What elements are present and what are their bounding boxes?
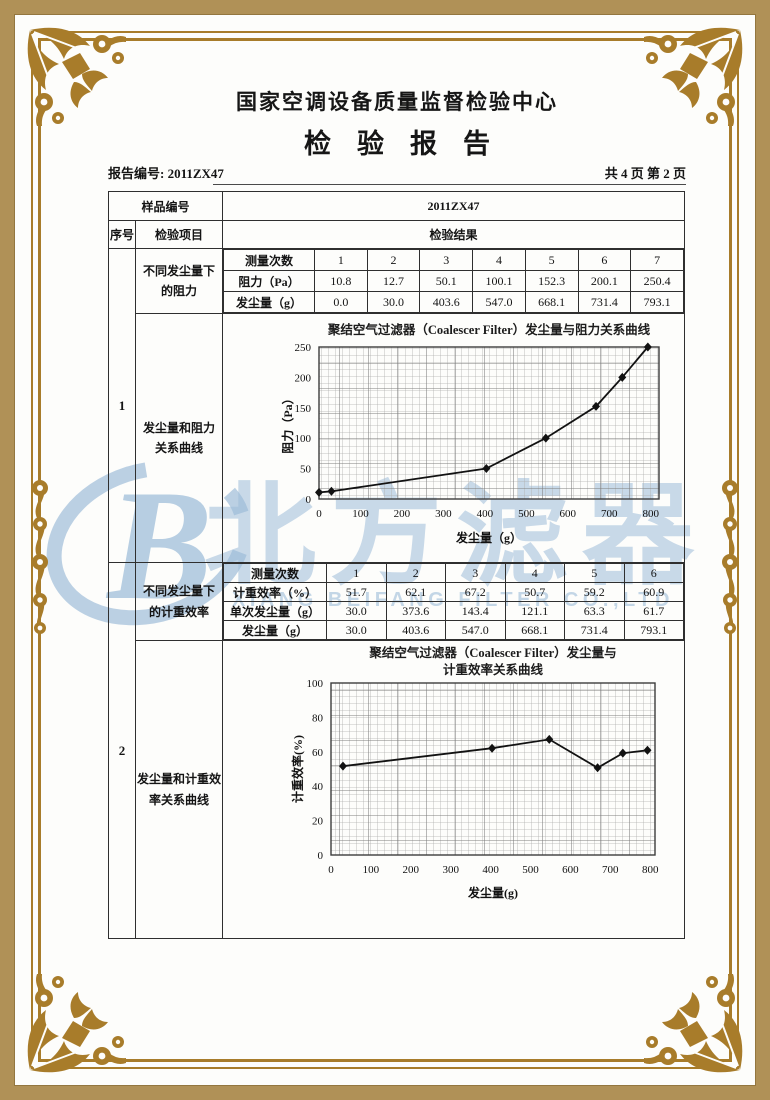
x-tick-label: 500 [518, 508, 535, 520]
resistance-data-cell: 测量次数 1 2 3 4 5 6 7 阻力（Pa） 10.8 12.7 50.1 100.1 152.3 2… [222, 248, 685, 314]
value-cell: 30.0 [326, 620, 387, 640]
y-tick-label: 0 [318, 850, 324, 862]
y-tick-label: 0 [306, 494, 312, 506]
document-title: 检验报告 [304, 129, 516, 159]
x-axis-label: 发尘量(g) [467, 885, 518, 900]
column-header-serial: 序号 [108, 220, 136, 249]
value-cell: 63.3 [564, 601, 625, 621]
y-tick-label: 80 [312, 712, 324, 724]
value-cell: 668.1 [504, 620, 565, 640]
corner-flourish-icon [26, 974, 126, 1074]
page-indicator: 共 4 页 第 2 页 [604, 166, 686, 181]
value-cell: 547.0 [472, 291, 526, 313]
resistance-chart: 聚结空气过滤器（Coalescer Filter）发尘量与阻力关系曲线 0 50 10… [280, 322, 660, 545]
item-label-resistance: 不同发尘量下 的阻力 [135, 248, 223, 314]
data-point-marker [488, 743, 497, 753]
gold-border-outer [31, 31, 739, 1069]
resistance-chart-cell: 聚结空气过滤器（Coalescer Filter）发尘量与阻力关系曲线 0 50 10… [222, 313, 685, 563]
y-tick-label: 50 [300, 464, 312, 476]
resistance-table: 测量次数 1 2 3 4 5 6 7 阻力（Pa） 10.8 12.7 50.1 100.1 152.3 2… [223, 249, 684, 313]
y-tick-label: 100 [307, 678, 324, 690]
value-cell: 731.4 [577, 291, 632, 313]
x-tick-label: 800 [642, 864, 659, 876]
corner-flourish-icon [26, 26, 126, 126]
row-label: 发尘量（g） [223, 291, 315, 313]
data-point-marker [315, 487, 323, 497]
data-point-marker [338, 761, 347, 771]
data-point-marker [327, 486, 336, 496]
y-tick-label: 200 [295, 372, 312, 384]
meta-underline [213, 184, 686, 185]
corner-flourish-icon [644, 974, 744, 1074]
x-tick-label: 100 [363, 864, 380, 876]
x-tick-label: 300 [435, 508, 452, 520]
data-point-marker [593, 763, 602, 773]
side-scroll-icon [30, 478, 50, 636]
data-point-marker [618, 748, 627, 758]
value-cell: 403.6 [385, 620, 446, 640]
data-line [342, 738, 648, 769]
x-tick-label: 500 [522, 864, 539, 876]
gold-border-inner [38, 38, 732, 1062]
x-tick-label: 700 [601, 508, 618, 520]
side-scroll-icon [720, 478, 740, 636]
data-point-marker [592, 401, 601, 411]
column-header-result: 检验结果 [222, 220, 685, 249]
x-tick-label: 300 [442, 864, 459, 876]
y-tick-label: 60 [312, 747, 324, 759]
x-tick-label: 400 [477, 508, 494, 520]
value-cell: 0.0 [314, 291, 368, 313]
chart-title: 计重效率关系曲线 [443, 662, 544, 677]
sample-number-label: 样品编号 [108, 191, 223, 221]
sample-number-value: 2011ZX47 [222, 191, 685, 221]
value-cell: 793.1 [623, 620, 684, 640]
x-tick-label: 200 [394, 508, 411, 520]
value-cell: 373.6 [385, 601, 446, 621]
chart-title: 聚结空气过滤器（Coalescer Filter）发尘量与阻力关系曲线 [327, 322, 651, 337]
value-cell: 100.1 [472, 270, 526, 292]
y-tick-label: 40 [312, 781, 324, 793]
efficiency-chart-cell: 聚结空气过滤器（Coalescer Filter）发尘量与 计重效率关系曲线 0 20… [222, 640, 685, 939]
y-tick-label: 100 [295, 433, 312, 445]
y-axis-label: 阻力（Pa） [280, 392, 295, 453]
column-header-item: 检验项目 [135, 220, 223, 249]
data-point-marker [545, 734, 554, 744]
value-cell: 30.0 [326, 601, 387, 621]
report-number: 报告编号: 2011ZX47 [108, 166, 224, 181]
organization-title: 国家空调设备质量监督检验中心 [236, 91, 558, 114]
x-tick-label: 600 [560, 508, 577, 520]
x-tick-label: 400 [482, 864, 499, 876]
y-axis-label: 计重效率(%) [290, 735, 305, 803]
x-tick-label: 200 [403, 864, 420, 876]
row-label: 阻力（Pa） [223, 270, 315, 292]
chart-title: 聚结空气过滤器（Coalescer Filter）发尘量与 [368, 645, 616, 660]
y-tick-label: 250 [295, 342, 312, 354]
data-point-marker [482, 464, 491, 474]
data-point-marker [643, 745, 652, 755]
y-tick-label: 20 [312, 816, 324, 828]
x-tick-label: 700 [602, 864, 619, 876]
value-cell: 403.6 [419, 291, 474, 313]
corner-flourish-icon [644, 26, 744, 126]
x-tick-label: 800 [642, 508, 659, 520]
value-cell: 200.1 [577, 270, 632, 292]
x-axis-label: 发尘量（g） [455, 530, 522, 545]
y-tick-label: 150 [295, 403, 312, 415]
value-cell: 793.1 [630, 291, 684, 313]
data-point-marker [618, 372, 627, 382]
x-tick-label: 100 [352, 508, 369, 520]
x-tick-label: 0 [328, 864, 334, 876]
value-cell: 10.8 [314, 270, 368, 292]
value-cell: 731.4 [564, 620, 625, 640]
value-cell: 67.2 [445, 582, 506, 602]
data-point-marker [643, 342, 652, 352]
x-tick-label: 600 [562, 864, 579, 876]
meta-row: 报告编号: 2011ZX47 共 4 页 第 2 页 [108, 163, 686, 182]
x-tick-label: 0 [316, 508, 322, 520]
